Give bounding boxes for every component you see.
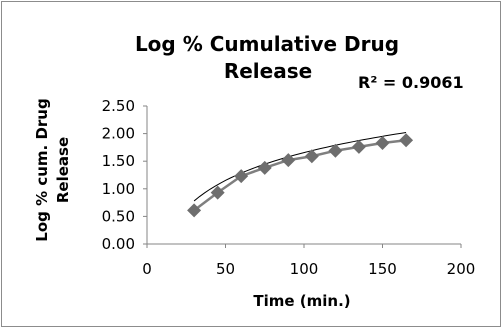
- y-tick-label: 0.00: [102, 235, 135, 253]
- tick-labels: 0.00 0.50 1.00 1.50 2.00 2.50 0 50 100 150 200: [102, 97, 476, 278]
- x-axis-label: Time (min.): [253, 292, 350, 310]
- data-point: [399, 133, 414, 148]
- y-axis-label-line-1: Log % cum. Drug: [33, 98, 51, 241]
- data-point: [375, 135, 390, 150]
- trendline-group: [193, 132, 407, 202]
- y-tick-label: 1.50: [102, 152, 135, 170]
- chart-title-line-2: Release: [224, 59, 312, 83]
- x-tick-label: 200: [447, 260, 476, 278]
- data-point: [234, 169, 249, 184]
- data-point: [210, 185, 225, 200]
- data-point: [328, 143, 343, 158]
- r-squared-annotation: R² = 0.9061: [358, 73, 464, 92]
- data-point: [257, 160, 272, 175]
- axes: [143, 105, 462, 248]
- series-group: [187, 133, 414, 218]
- y-tick-label: 0.50: [102, 207, 135, 225]
- y-tick-label: 2.00: [102, 125, 135, 143]
- x-tick-label: 100: [290, 260, 319, 278]
- y-tick-label: 1.00: [102, 180, 135, 198]
- x-tick-label: 150: [368, 260, 397, 278]
- trendline: [193, 132, 407, 202]
- y-axis-label: Log % cum. Drug Release: [33, 98, 72, 241]
- data-point: [351, 139, 366, 154]
- x-tick-label: 0: [142, 260, 152, 278]
- y-tick-label: 2.50: [102, 97, 135, 115]
- data-point: [187, 203, 202, 218]
- series-line: [193, 138, 407, 212]
- data-point: [281, 153, 296, 168]
- data-point: [304, 149, 319, 164]
- x-tick-label: 50: [216, 260, 235, 278]
- chart-title-line-1: Log % Cumulative Drug: [135, 32, 399, 56]
- y-axis-label-line-2: Release: [54, 137, 72, 203]
